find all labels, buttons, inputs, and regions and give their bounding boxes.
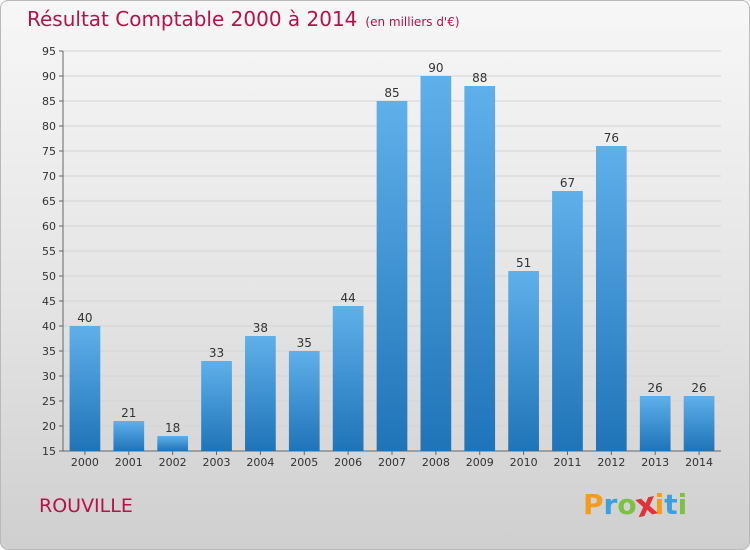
x-tick-label: 2011 — [553, 456, 581, 469]
bar — [420, 76, 452, 451]
bar-value-label: 88 — [472, 71, 487, 85]
title-main: Résultat Comptable 2000 à 2014 — [27, 7, 358, 31]
bar — [245, 336, 276, 451]
bar — [508, 271, 539, 451]
bar-value-label: 44 — [340, 291, 355, 305]
bar — [69, 326, 101, 451]
bar — [552, 191, 583, 451]
y-tick-label: 30 — [42, 370, 56, 383]
bar-value-label: 38 — [253, 321, 268, 335]
x-tick-label: 2012 — [597, 456, 625, 469]
bar — [376, 101, 408, 451]
y-tick-label: 50 — [42, 270, 56, 283]
bar-value-label: 26 — [691, 381, 706, 395]
logo-letter: i — [677, 488, 688, 521]
bar — [288, 351, 320, 451]
y-tick-label: 55 — [42, 245, 56, 258]
x-tick-label: 2002 — [159, 456, 187, 469]
bar — [332, 306, 364, 451]
logo-letter: t — [664, 488, 678, 521]
x-tick-label: 2005 — [290, 456, 318, 469]
bar-value-label: 76 — [604, 131, 619, 145]
bar — [464, 86, 496, 451]
bar-value-label: 51 — [516, 256, 531, 270]
town-name: ROUVILLE — [39, 495, 133, 517]
x-tick-label: 2014 — [685, 456, 713, 469]
logo-letter: P — [583, 488, 604, 521]
x-tick-label: 2008 — [422, 456, 450, 469]
y-tick-label: 75 — [42, 145, 56, 158]
y-tick-label: 95 — [42, 45, 56, 58]
x-tick-label: 2003 — [203, 456, 231, 469]
x-tick-label: 2009 — [466, 456, 494, 469]
y-tick-label: 70 — [42, 170, 56, 183]
bar-value-label: 85 — [384, 86, 399, 100]
y-tick-label: 40 — [42, 320, 56, 333]
y-tick-label: 45 — [42, 295, 56, 308]
y-tick-label: 20 — [42, 420, 56, 433]
y-tick-label: 35 — [42, 345, 56, 358]
bar — [639, 396, 671, 451]
proxiti-logo: Proxiti — [583, 484, 688, 525]
x-tick-label: 2010 — [510, 456, 538, 469]
chart-title: Résultat Comptable 2000 à 2014 (en millie… — [27, 7, 460, 31]
bar-value-label: 90 — [428, 61, 443, 75]
logo-letter: i — [654, 488, 665, 521]
bar — [595, 146, 627, 451]
bar — [113, 421, 145, 451]
bar-value-label: 33 — [209, 346, 224, 360]
x-tick-label: 2000 — [71, 456, 99, 469]
bar-value-label: 21 — [121, 406, 136, 420]
y-tick-label: 25 — [42, 395, 56, 408]
x-tick-label: 2001 — [115, 456, 143, 469]
bar-value-label: 35 — [297, 336, 312, 350]
bar-value-label: 40 — [77, 311, 92, 325]
x-tick-label: 2013 — [641, 456, 669, 469]
bar — [157, 436, 189, 451]
bar-value-label: 67 — [560, 176, 575, 190]
y-tick-label: 60 — [42, 220, 56, 233]
x-tick-label: 2004 — [246, 456, 274, 469]
logo-letter: o — [617, 488, 637, 521]
bar — [201, 361, 232, 451]
y-tick-label: 15 — [42, 445, 56, 458]
logo-letter: r — [603, 488, 618, 521]
y-tick-label: 85 — [42, 95, 56, 108]
y-tick-label: 90 — [42, 70, 56, 83]
x-tick-label: 2006 — [334, 456, 362, 469]
bar-chart: 15 20 25 30 35 40 45 50 55 60 65 70 75 80 85 90 95 40 2000… — [42, 45, 721, 469]
bar-value-label: 18 — [165, 421, 180, 435]
y-tick-label: 80 — [42, 120, 56, 133]
bar-value-label: 26 — [648, 381, 663, 395]
title-unit: (en milliers d'€) — [365, 15, 460, 29]
y-tick-label: 65 — [42, 195, 56, 208]
bar — [683, 396, 715, 451]
x-tick-label: 2007 — [378, 456, 406, 469]
